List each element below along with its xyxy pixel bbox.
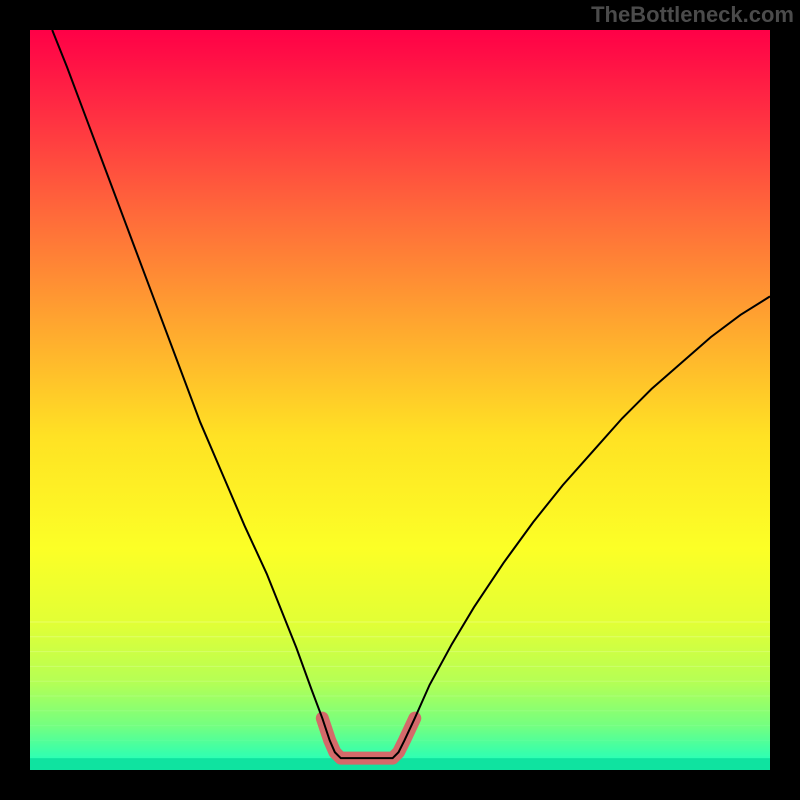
plot-area bbox=[30, 30, 770, 770]
chart-svg bbox=[0, 0, 800, 800]
chart-container: TheBottleneck.com bbox=[0, 0, 800, 800]
watermark-text: TheBottleneck.com bbox=[591, 2, 794, 28]
